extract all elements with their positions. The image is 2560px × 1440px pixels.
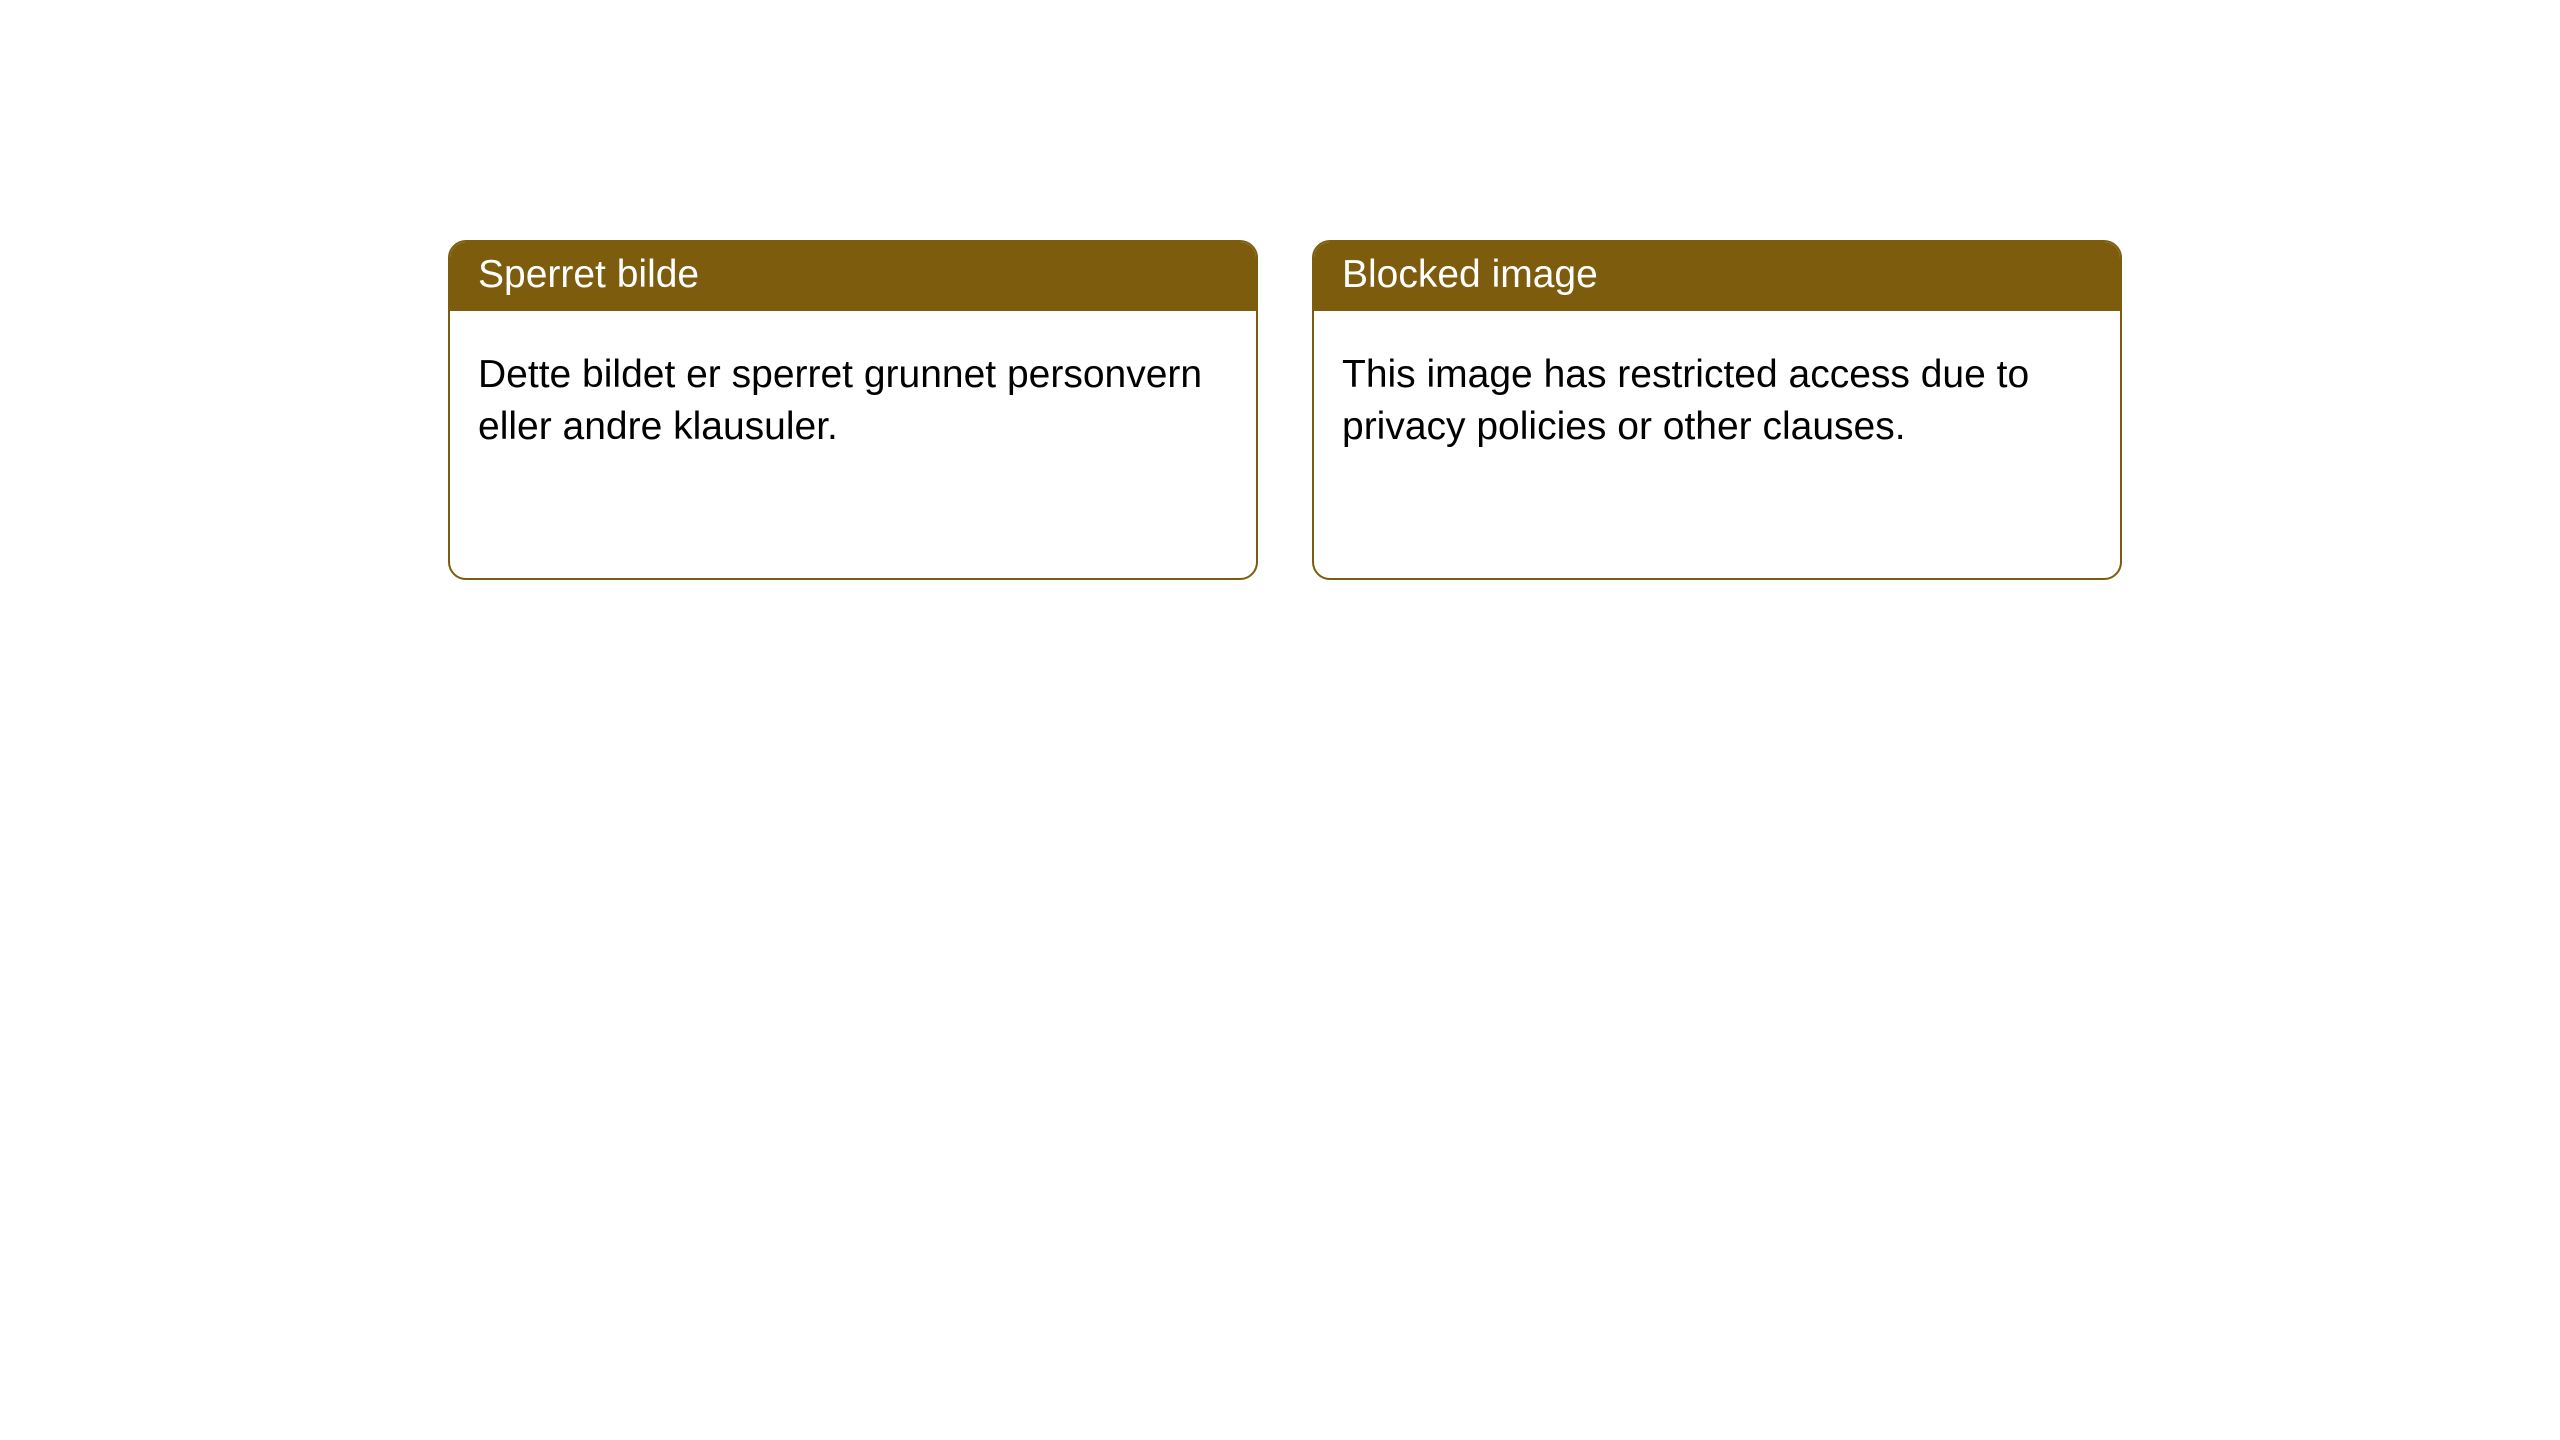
notice-header: Blocked image: [1314, 242, 2120, 311]
notice-body-text: Dette bildet er sperret grunnet personve…: [478, 353, 1202, 449]
notice-title: Blocked image: [1342, 253, 1598, 296]
notice-header: Sperret bilde: [450, 242, 1256, 311]
notice-title: Sperret bilde: [478, 253, 699, 296]
notice-card-english: Blocked image This image has restricted …: [1312, 240, 2122, 580]
notice-card-norwegian: Sperret bilde Dette bildet er sperret gr…: [448, 240, 1258, 580]
notice-body: Dette bildet er sperret grunnet personve…: [450, 311, 1256, 482]
notice-body-text: This image has restricted access due to …: [1342, 353, 2029, 449]
notice-body: This image has restricted access due to …: [1314, 311, 2120, 482]
notice-container: Sperret bilde Dette bildet er sperret gr…: [0, 0, 2560, 580]
